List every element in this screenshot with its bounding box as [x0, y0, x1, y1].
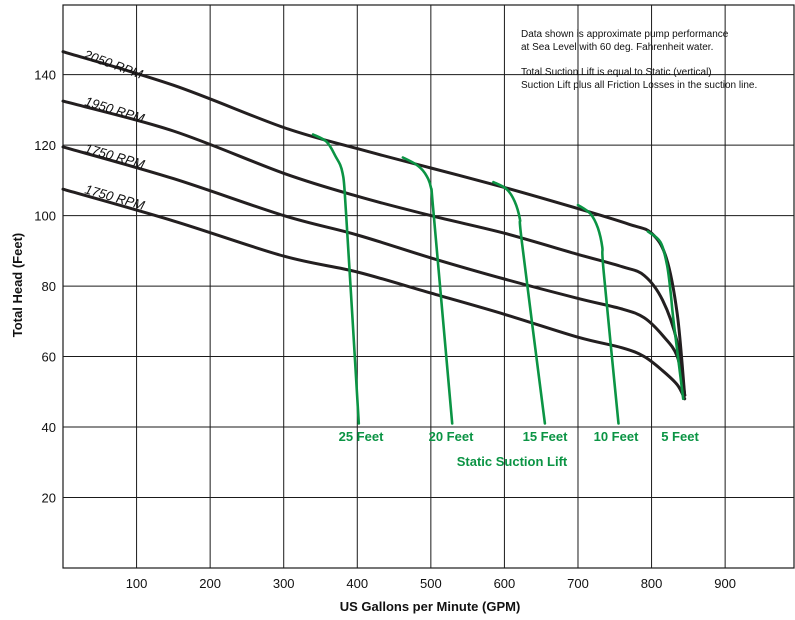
rpm-curve-label: 2050 RPM	[81, 46, 145, 82]
suction-lift-curve	[311, 133, 361, 425]
y-tick-label: 60	[42, 350, 56, 365]
y-axis-title: Total Head (Feet)	[10, 233, 25, 338]
note-line-1: Data shown is approximate pump performan…	[521, 29, 729, 40]
note-block: Data shown is approximate pump performan…	[521, 29, 757, 91]
x-tick-label: 900	[714, 576, 736, 591]
note-line-2: at Sea Level with 60 deg. Fahrenheit wat…	[521, 42, 713, 53]
suction-lift-curve	[492, 180, 547, 425]
suction-lift-curve	[576, 203, 620, 425]
plot-frame	[62, 4, 795, 569]
suction-lift-curve	[646, 230, 685, 401]
y-tick-label: 80	[42, 279, 56, 294]
note-line-4: Suction Lift plus all Friction Losses in…	[521, 80, 757, 91]
rpm-curve	[61, 50, 687, 397]
x-tick-label: 600	[494, 576, 516, 591]
x-tick-label: 500	[420, 576, 442, 591]
suction-lift-label: 20 Feet	[429, 429, 474, 444]
suction-lift-curve	[401, 156, 454, 425]
x-tick-label: 300	[273, 576, 295, 591]
y-tick-label: 20	[42, 491, 56, 506]
x-tick-label: 400	[346, 576, 368, 591]
x-tick-label: 200	[199, 576, 221, 591]
note-line-3: Total Suction Lift is equal to Static (v…	[521, 67, 712, 78]
x-axis-title: US Gallons per Minute (GPM)	[340, 599, 521, 614]
x-tick-label: 800	[641, 576, 663, 591]
tick-labels: 100 200 300 400 500 600 700 800 900 20 40 60 80 100 12…	[34, 68, 736, 591]
rpm-curve	[61, 145, 687, 397]
x-tick-label: 700	[567, 576, 589, 591]
suction-lift-label: 10 Feet	[594, 429, 639, 444]
suction-lift-label: 25 Feet	[339, 429, 384, 444]
rpm-curve	[61, 99, 687, 397]
rpm-curve	[61, 187, 687, 401]
suction-lift-label: 15 Feet	[523, 429, 568, 444]
suction-lift-curves	[311, 133, 685, 425]
rpm-curves	[61, 50, 687, 401]
static-suction-lift-label: Static Suction Lift	[457, 454, 568, 469]
x-tick-label: 100	[126, 576, 148, 591]
y-tick-label: 140	[34, 68, 56, 83]
y-tick-label: 100	[34, 209, 56, 224]
y-tick-label: 120	[34, 138, 56, 153]
y-tick-label: 40	[42, 420, 56, 435]
suction-lift-label: 5 Feet	[661, 429, 699, 444]
